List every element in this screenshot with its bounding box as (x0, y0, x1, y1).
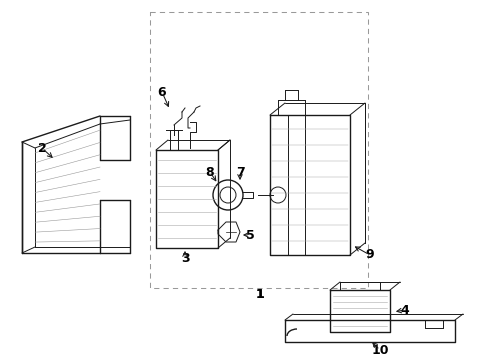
Text: 10: 10 (371, 343, 389, 356)
Text: 1: 1 (256, 288, 265, 302)
Text: 1: 1 (256, 288, 265, 302)
Text: 4: 4 (401, 303, 409, 316)
Text: 3: 3 (181, 252, 189, 265)
Text: 5: 5 (245, 229, 254, 242)
Text: 8: 8 (206, 166, 214, 179)
Text: 9: 9 (366, 248, 374, 261)
Text: 2: 2 (38, 141, 47, 154)
Text: 7: 7 (236, 166, 245, 179)
Bar (150, 12, 368, 288)
Text: 6: 6 (158, 86, 166, 99)
